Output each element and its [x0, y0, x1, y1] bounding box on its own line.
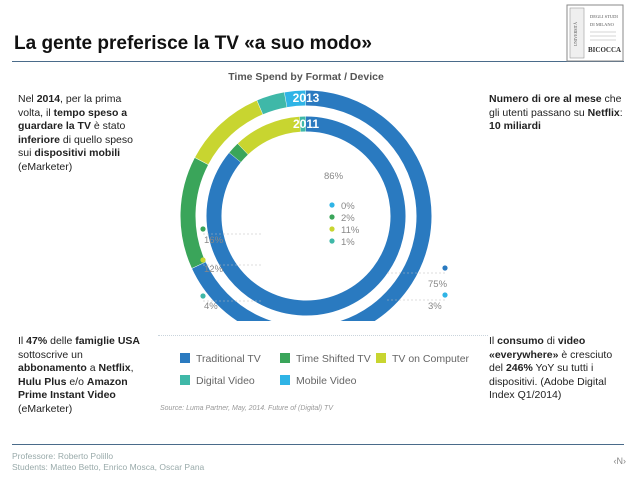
- slide-title: La gente preferisce la TV «a suo modo»: [14, 33, 372, 54]
- footer-students: Students: Matteo Betto, Enrico Mosca, Os…: [12, 462, 205, 472]
- value-label: 4%: [204, 301, 218, 312]
- legend-traditional-tv: Traditional TV: [180, 353, 261, 365]
- label-dot: [200, 226, 206, 232]
- legend-digital-video: Digital Video: [180, 375, 255, 387]
- text-usa-subscriptions: Il 47% delle famiglie USA sottoscrive un…: [18, 335, 140, 415]
- legend-mobile-video: Mobile Video: [280, 375, 357, 387]
- value-label: 1%: [341, 237, 355, 248]
- value-label: 86%: [324, 171, 344, 182]
- legend-tv-on-computer: TV on Computer: [376, 353, 469, 365]
- value-label: 3%: [428, 301, 442, 312]
- logo-line-4: BICOCCA: [588, 46, 621, 54]
- text-tv-vs-mobile: Nel 2014, per la prima volta, il tempo s…: [18, 93, 133, 173]
- ring-label-2013: 2013: [293, 91, 320, 105]
- label-dot: [200, 293, 206, 299]
- footer-divider: [12, 444, 624, 445]
- value-label: 75%: [428, 279, 448, 290]
- text-netflix-hours: Numero di ore al mese che gli utenti pas…: [489, 93, 623, 132]
- ring-label-2011: 2011: [293, 117, 319, 131]
- label-dot: [329, 202, 335, 208]
- donut-segment-2011-traditional-tv: [206, 116, 406, 316]
- chart-source: Source: Luma Partner, May, 2014. Future …: [160, 405, 334, 412]
- legend-swatch: [180, 353, 190, 363]
- donut-segment-2011-tv-on-computer: [237, 116, 301, 155]
- donut-segment-2013-tv-on-computer: [195, 100, 263, 165]
- donut-segment-2013-traditional-tv: [192, 90, 432, 321]
- page-number: ‹N›: [613, 456, 627, 466]
- legend-swatch: [376, 353, 386, 363]
- label-dot: [442, 292, 448, 298]
- legend-swatch: [280, 375, 290, 385]
- logo-line-1: UNIVERSITÀ: [573, 22, 578, 46]
- logo-line-3: DI MILANO: [590, 22, 615, 27]
- chart-title: Time Spend by Format / Device: [228, 71, 384, 83]
- donut-segment-2011-time-shifted-tv: [229, 143, 248, 163]
- text-video-everywhere: Il consumo di video «everywhere» è cresc…: [489, 335, 613, 401]
- label-dot: [442, 265, 448, 271]
- value-label: 12%: [204, 264, 224, 275]
- legend-swatch: [280, 353, 290, 363]
- footer-professor: Professore: Roberto Polillo: [12, 451, 114, 461]
- donut-segment-2013-time-shifted-tv: [180, 157, 209, 269]
- university-logo: UNIVERSITÀ DEGLI STUDI DI MILANO BICOCCA: [566, 4, 624, 62]
- donut-segment-2013-digital-video: [257, 92, 287, 115]
- donut-chart: Time Spend by Format / Device 2013 2011 86%…: [180, 71, 448, 321]
- footer: Professore: Roberto Polillo Students: Ma…: [12, 451, 204, 473]
- label-dot: [329, 226, 335, 232]
- title-divider: [12, 61, 624, 62]
- value-label: 2%: [341, 213, 355, 224]
- label-dot: [329, 214, 335, 220]
- value-label: 16%: [204, 235, 224, 246]
- value-label: 11%: [341, 225, 360, 236]
- label-dot: [200, 257, 206, 263]
- donut-segment-2013-mobile-video: [284, 90, 306, 108]
- logo-line-2: DEGLI STUDI: [590, 14, 618, 19]
- legend-time-shifted-tv: Time Shifted TV: [280, 353, 371, 365]
- legend-swatch: [180, 375, 190, 385]
- value-label: 0%: [341, 201, 355, 212]
- legend-divider: [158, 335, 488, 337]
- label-dot: [329, 238, 335, 244]
